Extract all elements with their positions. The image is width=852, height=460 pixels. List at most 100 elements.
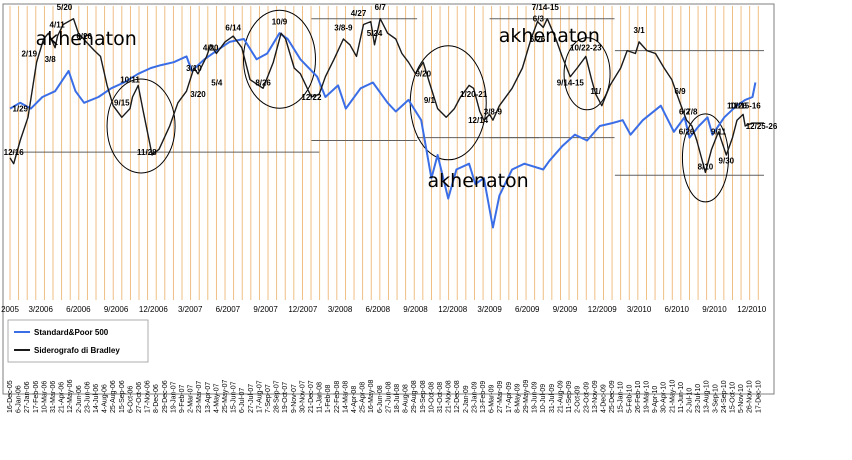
date-tick-label: 2-Jun-06 (76, 385, 83, 413)
date-annotation: 8/26 (255, 78, 271, 87)
date-tick-label: 23-Mar-07 (196, 381, 203, 413)
date-annotation: 11/28 (137, 148, 157, 157)
date-annotation: 10/26 (727, 102, 748, 111)
date-tick-label: 10-Jul-09 (540, 384, 547, 413)
axis-label: 6/2008 (366, 305, 391, 314)
date-annotation: 12/25-26 (746, 122, 778, 131)
date-annotation: 4/11 (50, 20, 66, 29)
date-annotation: 9/15 (114, 99, 130, 108)
date-tick-label: 7-Sep-07 (265, 384, 272, 413)
date-annotation: 6/26 (679, 128, 695, 137)
bradley-line (9, 18, 764, 174)
date-tick-label: 23-Jan-09 (471, 381, 478, 413)
axis-label: 9/2008 (403, 305, 428, 314)
date-tick-label: 17-Feb-06 (33, 381, 40, 413)
axis-label: 3/2006 (28, 305, 53, 314)
date-tick-label: 6-Jul-07 (239, 388, 246, 413)
date-annotation: 7/8 (686, 107, 698, 116)
date-annotation: 3/8 (45, 55, 57, 64)
date-tick-label: 28-Sep-07 (274, 380, 281, 413)
date-tick-label: 23-Jul-10 (695, 384, 702, 413)
date-tick-label: 12-May-06 (67, 379, 74, 413)
date-annotation: 12/22 (301, 93, 322, 102)
date-annotation: 6/14 (225, 23, 241, 32)
watermarks: akhenaton akhenaton akhenaton (36, 25, 600, 192)
date-tick-label: 11-Jan-08 (317, 382, 324, 413)
date-tick-label: 27-Mar-09 (497, 381, 504, 413)
date-tick-label: 21-Dec-07 (308, 380, 315, 413)
axis-label: 12/2006 (139, 305, 168, 314)
date-tick-label: 19-Mar-10 (643, 381, 650, 413)
date-annotation: 9/30 (719, 157, 735, 166)
date-tick-label: 23-Jun-06 (84, 381, 91, 413)
date-tick-label: 5-Feb-10 (626, 384, 633, 413)
date-tick-label: 10-Oct-08 (428, 382, 435, 413)
date-tick-label: 4-Aug-06 (102, 384, 109, 413)
highlight-circle (242, 9, 316, 109)
date-tick-label: 26-Feb-10 (635, 381, 642, 413)
reference-lines (10, 18, 764, 176)
highlight-circle (106, 78, 176, 174)
top-axis-labels: 2005 3/2006 6/2006 9/2006 12/2006 3/2007 6/200… (1, 305, 767, 314)
date-tick-label: 15-Jun-07 (231, 381, 238, 413)
date-annotation: 5/20 (57, 3, 73, 12)
date-tick-label: 30-Nov-07 (299, 380, 306, 413)
axis-label: 12/2007 (288, 305, 317, 314)
date-tick-label: 9-Nov-07 (291, 384, 298, 413)
date-tick-label: 27-Oct-06 (136, 382, 143, 413)
date-tick-label: 6-Oct-06 (127, 386, 134, 413)
sp500-line (9, 32, 757, 229)
date-annotation: 8/10 (698, 163, 714, 172)
date-tick-label: 6-Mar-09 (489, 384, 496, 413)
date-tick-label: 29-Aug-08 (411, 380, 418, 413)
date-annotation: 1/29 (12, 105, 28, 114)
date-tick-label: 17-Apr-09 (506, 382, 513, 413)
legend-box (7, 319, 149, 363)
legend: Standard&Poor 500 Siderografo di Bradley (7, 319, 149, 363)
date-tick-label: 9-Apr-10 (652, 386, 659, 413)
date-tick-label: 16-Dec-05 (7, 380, 14, 413)
date-tick-label: 4-Dec-09 (600, 384, 607, 413)
date-tick-label: 2-Jul-10 (686, 388, 693, 413)
date-tick-label: 21-May-10 (669, 379, 676, 413)
date-annotation: 12/14 (468, 116, 489, 125)
axis-label: 2005 (1, 305, 19, 314)
date-annotation: 11/ (590, 87, 601, 96)
date-annotation: 10/11 (120, 76, 140, 85)
date-tick-label: 5-Nov-10 (738, 384, 745, 413)
date-annotation: 3/20 (190, 90, 206, 99)
date-tick-label: 11-Sep-09 (566, 381, 573, 413)
legend-label: Siderografo di Bradley (34, 346, 120, 355)
axis-label: 12/2010 (737, 305, 766, 314)
date-annotation: 10/9 (272, 18, 288, 27)
date-tick-label: 23-Oct-09 (583, 382, 590, 413)
date-tick-label: 25-May-07 (222, 379, 229, 413)
date-tick-label: 15-Jan-10 (618, 381, 625, 413)
date-annotation: 9/11 (711, 128, 727, 137)
date-tick-label: 13-Aug-10 (704, 380, 711, 413)
date-tick-label: 27-Jul-07 (248, 384, 255, 413)
axis-label: 6/2009 (515, 305, 540, 314)
date-annotation: 4/27 (351, 9, 367, 18)
date-annotation: 6/9 (674, 87, 686, 96)
date-annotation: 5/24 (367, 29, 383, 38)
date-annotation: 3/8-9 (484, 107, 503, 116)
date-tick-label: 13-Feb-09 (480, 381, 487, 413)
date-tick-label: 24-Sep-10 (721, 380, 728, 413)
date-tick-label: 2-Oct-09 (575, 386, 582, 413)
date-tick-label: 13-Nov-09 (592, 380, 599, 413)
date-tick-labels: 16-Dec-05 6-Jan-06 27-Jan-06 17-Feb-06 10-Ma… (7, 379, 762, 413)
axis-label: 6/2007 (216, 305, 241, 314)
date-annotation: 3/10 (186, 64, 202, 73)
date-tick-label: 8-Dec-06 (153, 384, 160, 413)
date-tick-label: 21-Apr-06 (59, 382, 66, 413)
date-annotation: 5/4 (211, 78, 223, 87)
axis-label: 12/2008 (438, 305, 467, 314)
date-tick-label: 11-Jun-10 (678, 382, 685, 413)
date-tick-label: 19-Jan-07 (170, 381, 177, 413)
date-tick-label: 29-Dec-06 (162, 380, 169, 413)
date-tick-label: 15-Sep-06 (119, 380, 126, 413)
date-tick-label: 17-Aug-07 (256, 380, 263, 413)
date-tick-label: 21-Nov-08 (446, 380, 453, 413)
